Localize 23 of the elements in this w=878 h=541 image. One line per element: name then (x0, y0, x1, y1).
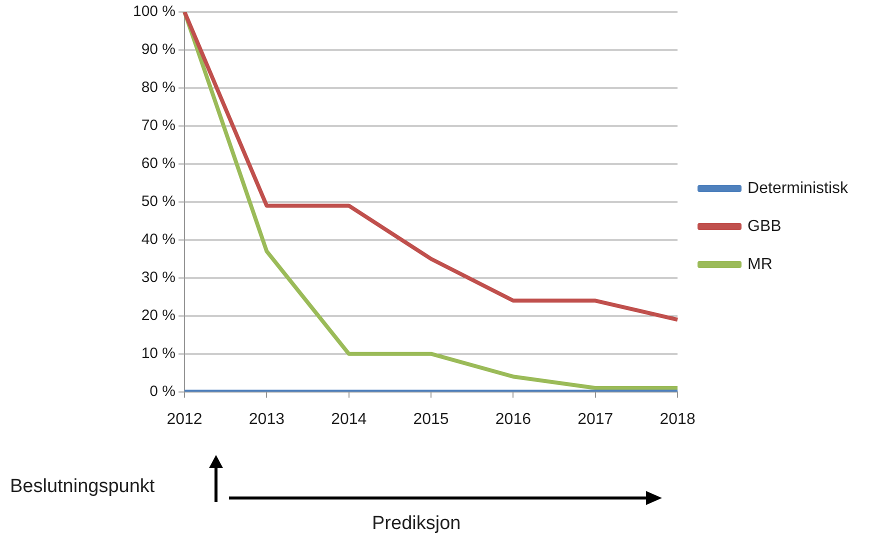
y-tick-label: 80 % (141, 79, 176, 96)
y-tick-label: 20 % (141, 306, 176, 324)
y-tick-label: 30 % (141, 269, 176, 286)
text: Beslutningspunkt (10, 476, 155, 498)
legend-label: Deterministisk (748, 180, 849, 197)
y-tick-label: 60 % (141, 155, 176, 172)
x-tick-label: 2015 (413, 410, 449, 428)
text: Prediksjon (372, 513, 461, 535)
x-tick-label: 2012 (166, 410, 202, 428)
x-tick-label: 2013 (248, 410, 285, 428)
x-tick-label: 2016 (495, 410, 532, 428)
y-tick-label: 90 % (141, 41, 176, 58)
y-tick-label: 40 % (141, 231, 176, 248)
x-tick-label: 2018 (660, 410, 696, 428)
x-tick-label: 2017 (578, 410, 614, 428)
y-tick-label: 70 % (141, 117, 176, 134)
x-tick-label: 2014 (331, 410, 367, 428)
y-tick-label: 100 % (132, 3, 176, 20)
y-tick-label: 0 % (150, 382, 176, 400)
legend-label: MR (748, 256, 772, 273)
legend-label: GBB (748, 218, 782, 235)
y-tick-label: 10 % (141, 344, 176, 362)
y-tick-label: 50 % (141, 193, 176, 210)
